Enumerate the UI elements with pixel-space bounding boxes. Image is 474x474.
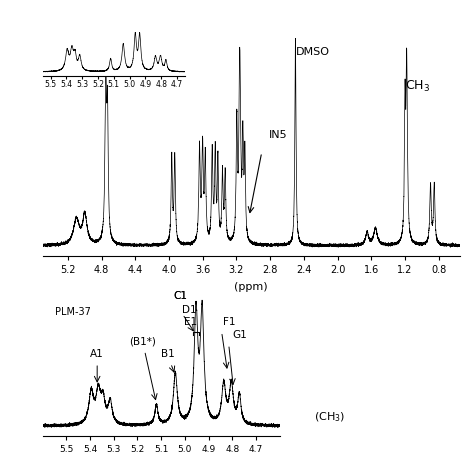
Text: (CH$_3$): (CH$_3$) xyxy=(314,410,345,424)
Text: C1: C1 xyxy=(173,291,187,301)
Text: C1: C1 xyxy=(173,291,187,301)
Text: DMSO: DMSO xyxy=(295,46,329,56)
Text: (B1*): (B1*) xyxy=(129,336,155,346)
Text: D1: D1 xyxy=(182,305,197,315)
Text: E1: E1 xyxy=(183,317,197,328)
Text: G1: G1 xyxy=(232,330,247,340)
Text: A1: A1 xyxy=(90,349,104,359)
Text: CH$_3$: CH$_3$ xyxy=(405,79,430,94)
Text: IN5: IN5 xyxy=(268,129,287,140)
Text: B1: B1 xyxy=(161,349,175,359)
Text: F1: F1 xyxy=(223,317,235,328)
X-axis label: (ppm): (ppm) xyxy=(235,282,268,292)
Text: PLM-37: PLM-37 xyxy=(55,307,91,317)
